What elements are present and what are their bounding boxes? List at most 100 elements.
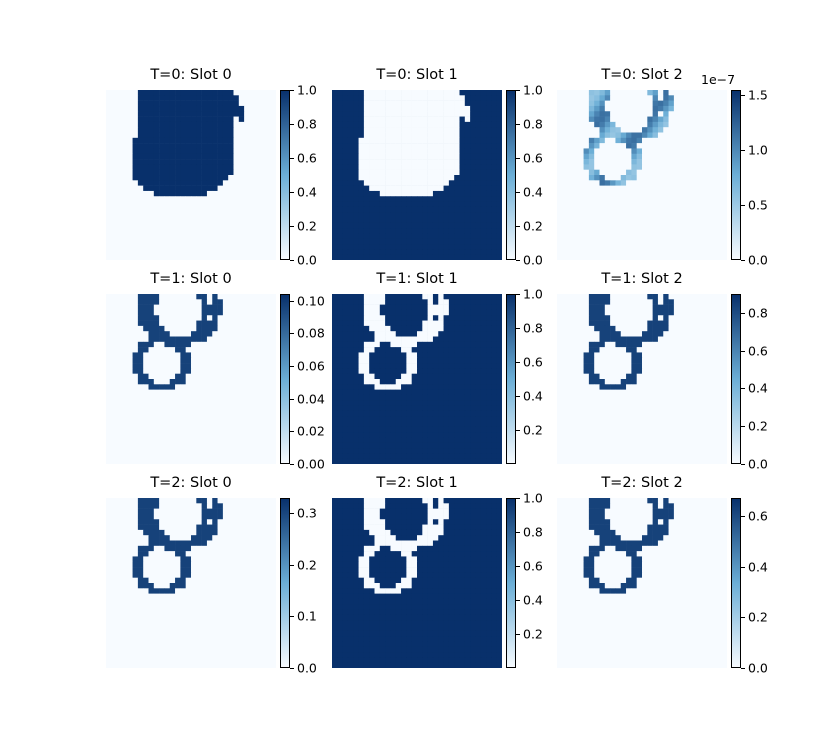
heatmap-cell xyxy=(175,159,181,165)
heatmap-cell xyxy=(721,137,727,144)
heatmap-cell xyxy=(106,169,112,176)
heatmap-cell xyxy=(233,363,240,369)
heatmap-cell xyxy=(432,132,439,139)
heatmap-cell xyxy=(721,249,727,255)
heatmap-cell xyxy=(212,180,218,186)
heatmap-cell xyxy=(705,127,712,133)
heatmap-cell xyxy=(427,394,434,401)
heatmap-cell xyxy=(201,426,208,433)
heatmap-cell xyxy=(169,217,176,224)
heatmap-cell xyxy=(432,331,439,337)
heatmap-cell xyxy=(233,100,240,107)
heatmap-cell xyxy=(169,228,176,234)
heatmap-cell xyxy=(721,127,727,133)
heatmap-cell xyxy=(395,90,402,96)
heatmap-cell xyxy=(626,249,632,255)
heatmap-cell xyxy=(626,233,632,240)
heatmap-cell xyxy=(358,111,365,117)
heatmap-cell xyxy=(486,309,492,316)
heatmap-cell xyxy=(169,180,176,186)
heatmap-cell xyxy=(401,363,407,369)
heatmap-cell xyxy=(721,132,727,139)
heatmap-cell xyxy=(422,148,428,155)
heatmap-cell xyxy=(610,254,616,260)
heatmap-cell xyxy=(233,325,240,332)
heatmap-cell xyxy=(583,249,590,255)
heatmap-cell xyxy=(164,336,171,343)
heatmap-cell xyxy=(332,347,338,353)
heatmap-cell xyxy=(454,347,460,353)
heatmap-cell xyxy=(668,143,675,149)
heatmap-cell xyxy=(233,299,240,305)
heatmap-cell xyxy=(127,331,133,337)
heatmap-cell xyxy=(470,421,476,428)
heatmap-cell xyxy=(454,185,460,192)
heatmap-cell xyxy=(228,458,234,464)
heatmap-cell xyxy=(610,127,616,133)
heatmap-cell xyxy=(572,238,579,245)
heatmap-cell xyxy=(427,180,434,186)
heatmap-cell xyxy=(689,95,696,101)
heatmap-cell xyxy=(249,95,256,101)
heatmap-cell xyxy=(438,164,444,170)
heatmap-cell xyxy=(459,206,466,213)
heatmap-cell xyxy=(652,233,659,240)
heatmap-cell xyxy=(137,233,144,240)
heatmap-cell xyxy=(406,379,412,385)
heatmap-cell xyxy=(212,196,218,202)
heatmap-cell xyxy=(679,217,685,224)
heatmap-cell xyxy=(663,159,669,165)
heatmap-cell xyxy=(164,185,171,192)
heatmap-cell xyxy=(244,458,250,464)
heatmap-cell xyxy=(385,132,391,139)
heatmap-cell xyxy=(222,437,229,444)
heatmap-cell xyxy=(143,405,149,412)
heatmap-cell xyxy=(121,116,128,123)
heatmap-cell xyxy=(358,357,365,364)
heatmap-cell xyxy=(470,238,476,245)
heatmap-cell xyxy=(406,153,412,160)
heatmap-cell xyxy=(238,341,245,348)
heatmap-cell xyxy=(432,294,439,300)
colorbar-tick-label: 0.0 xyxy=(297,252,317,268)
heatmap-cell xyxy=(111,105,117,112)
heatmap-cell xyxy=(137,299,144,305)
heatmap-cell xyxy=(374,309,381,316)
heatmap-cell xyxy=(148,299,155,305)
heatmap-cell xyxy=(385,304,391,311)
heatmap-cell xyxy=(411,384,418,390)
heatmap-cell xyxy=(185,244,192,250)
heatmap-cell xyxy=(705,238,712,245)
heatmap-cell xyxy=(369,148,375,155)
heatmap-cell xyxy=(572,196,579,202)
heatmap-cell xyxy=(385,238,391,245)
heatmap-cell xyxy=(390,357,397,364)
heatmap-cell xyxy=(111,453,117,459)
heatmap-cell xyxy=(332,105,338,112)
heatmap-cell xyxy=(347,389,354,396)
heatmap-cell xyxy=(212,212,218,218)
heatmap-cell xyxy=(201,363,208,369)
heatmap-cell xyxy=(610,143,616,149)
heatmap-cell xyxy=(342,309,349,316)
heatmap-cell xyxy=(358,352,365,359)
heatmap-cell xyxy=(342,394,349,401)
heatmap-cell xyxy=(106,127,112,133)
heatmap-cell xyxy=(260,426,266,433)
heatmap-cell xyxy=(620,159,627,165)
heatmap-cell xyxy=(222,169,229,176)
heatmap-cell xyxy=(647,148,653,155)
heatmap-cell xyxy=(411,294,418,300)
heatmap-cell xyxy=(390,105,397,112)
heatmap-cell xyxy=(347,309,354,316)
heatmap-cell xyxy=(175,100,181,107)
colorbar-tick-label: 0.8 xyxy=(297,116,317,132)
heatmap-cell xyxy=(153,196,160,202)
heatmap-cell xyxy=(379,299,386,305)
heatmap-cell xyxy=(106,175,112,181)
heatmap-cell xyxy=(260,309,266,316)
heatmap-cell xyxy=(143,432,149,438)
heatmap-cell xyxy=(137,437,144,444)
heatmap-cell xyxy=(175,294,181,300)
heatmap-cell xyxy=(599,148,606,155)
